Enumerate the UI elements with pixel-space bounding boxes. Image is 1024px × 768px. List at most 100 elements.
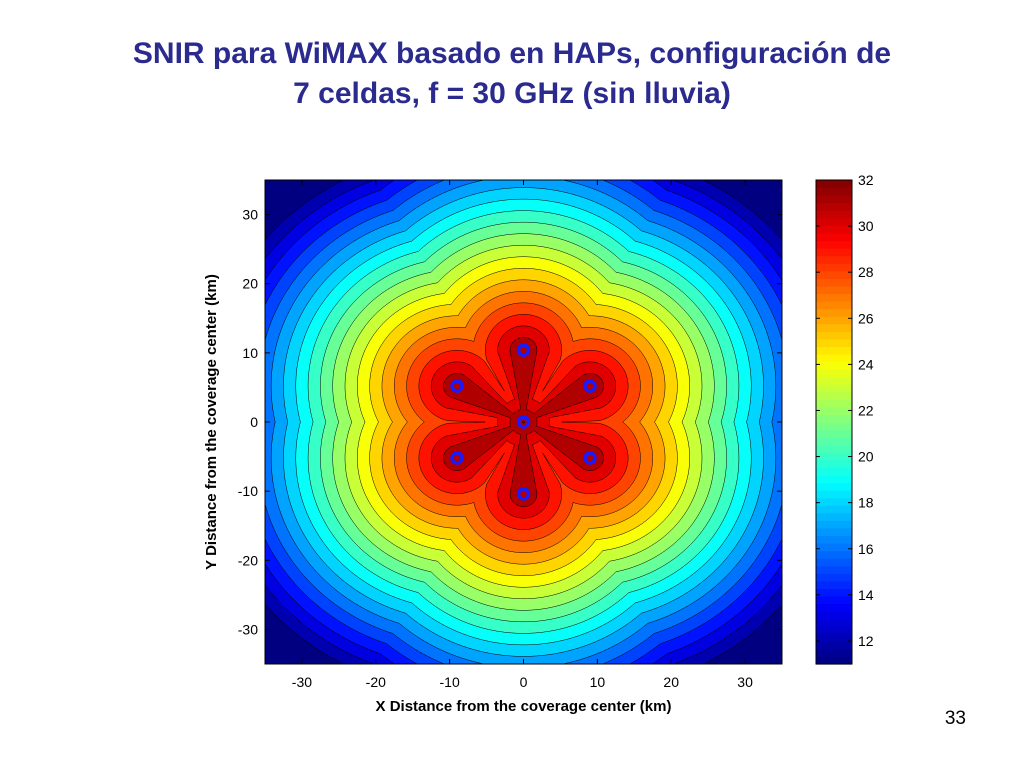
x-tick-label: 30 (737, 674, 753, 690)
colorbar-segment (816, 611, 852, 620)
colorbar-segment (816, 316, 852, 325)
colorbar-segment (816, 626, 852, 635)
colorbar-segment (816, 641, 852, 650)
colorbar-segment (816, 444, 852, 453)
x-tick-label: -20 (366, 674, 386, 690)
colorbar-segment (816, 399, 852, 408)
colorbar-segment (816, 301, 852, 310)
x-tick-label: 0 (520, 674, 528, 690)
colorbar-segment (816, 505, 852, 514)
colorbar-segment (816, 565, 852, 574)
x-tick-label: -10 (440, 674, 460, 690)
colorbar-tick-label: 24 (858, 356, 874, 372)
colorbar-segment (816, 369, 852, 378)
cell-center-marker (583, 451, 597, 465)
colorbar-segment (816, 406, 852, 416)
colorbar-segment (816, 331, 852, 340)
colorbar-segment (816, 543, 852, 552)
slide-title-line-2: 7 celdas, f = 30 GHz (sin lluvia) (293, 77, 731, 110)
colorbar-segment (816, 384, 852, 393)
colorbar-segment (816, 467, 852, 476)
colorbar-segment (816, 391, 852, 400)
y-axis-label: Y Distance from the coverage center (km) (203, 274, 220, 570)
colorbar-tick-label: 20 (858, 449, 874, 465)
slide-title-line-1: SNIR para WiMAX basado en HAPs, configur… (132, 37, 892, 70)
colorbar-tick-label: 22 (858, 402, 874, 418)
colorbar-segment (816, 195, 852, 204)
contour-fill (265, 180, 782, 664)
colorbar-segment (816, 346, 852, 355)
x-tick-label: -30 (292, 674, 312, 690)
y-tick-label: 20 (242, 276, 258, 292)
colorbar-segment (816, 656, 852, 665)
slide-title: SNIR para WiMAX basado en HAPs, configur… (40, 34, 984, 114)
colorbar-segment (816, 323, 852, 332)
cell-center-marker (450, 379, 464, 393)
cell-center-marker (450, 451, 464, 465)
colorbar-segment (816, 558, 852, 567)
colorbar-segment (816, 648, 852, 658)
cell-center-markers (450, 343, 597, 501)
colorbar-segment (816, 490, 852, 499)
colorbar-segment (816, 535, 852, 544)
colorbar-segment (816, 482, 852, 491)
colorbar-tick-label: 28 (858, 264, 874, 280)
colorbar-tick-label: 26 (858, 310, 874, 326)
colorbar-segment (816, 308, 852, 317)
x-axis-label: X Distance from the coverage center (km) (376, 698, 672, 715)
colorbar-segment (816, 217, 852, 226)
colorbar-segment (816, 225, 852, 234)
colorbar-segment (816, 180, 852, 189)
colorbar-segment (816, 618, 852, 627)
colorbar-segment (816, 474, 852, 484)
colorbar-segment (816, 210, 852, 219)
colorbar-segment (816, 459, 852, 468)
y-tick-label: -30 (238, 621, 258, 637)
colorbar-segment (816, 437, 852, 446)
colorbar-segment (816, 512, 852, 521)
colorbar-tick-label: 16 (858, 541, 874, 557)
colorbar-tick-label: 18 (858, 495, 874, 511)
colorbar-segment (816, 550, 852, 559)
colorbar-segment (816, 376, 852, 385)
colorbar-segment (816, 588, 852, 597)
y-tick-label: 10 (242, 345, 258, 361)
colorbar-segment (816, 293, 852, 302)
cell-center-marker (516, 487, 531, 501)
colorbar-tick-label: 14 (858, 587, 874, 603)
colorbar-segment (816, 361, 852, 370)
y-tick-label: 30 (242, 207, 258, 223)
colorbar-segment (816, 353, 852, 363)
colorbar-segment (816, 452, 852, 461)
colorbar-segment (816, 414, 852, 423)
page-number: 33 (944, 708, 966, 729)
colorbar-segment (816, 232, 852, 242)
colorbar-segment (816, 278, 852, 287)
colorbar-segment (816, 248, 852, 257)
colorbar-tick-label: 32 (858, 172, 874, 188)
colorbar-segment (816, 595, 852, 605)
colorbar-segment (816, 202, 852, 211)
colorbar-segment (816, 255, 852, 264)
y-tick-label: -20 (238, 552, 258, 568)
colorbar: 12 14 16 18 20 22 24 26 28 30 32 (815, 172, 874, 665)
colorbar-segment (816, 633, 852, 642)
cell-center-marker (516, 343, 531, 357)
x-tick-label: 20 (663, 674, 679, 690)
colorbar-segment (816, 270, 852, 279)
colorbar-segment (816, 338, 852, 347)
colorbar-segment (816, 603, 852, 612)
cell-center-marker (516, 415, 531, 429)
colorbar-segment (816, 187, 852, 196)
colorbar-frame (815, 179, 853, 665)
colorbar-tick-label: 30 (858, 218, 874, 234)
contour-band (522, 420, 525, 424)
colorbar-segment (816, 422, 852, 431)
colorbar-segment (816, 527, 852, 537)
colorbar-segment (816, 573, 852, 582)
colorbar-segment (816, 240, 852, 249)
colorbar-segment (816, 429, 852, 438)
y-tick-label: -10 (238, 483, 258, 499)
colorbar-segment (816, 497, 852, 506)
colorbar-tick-label: 12 (858, 633, 874, 649)
